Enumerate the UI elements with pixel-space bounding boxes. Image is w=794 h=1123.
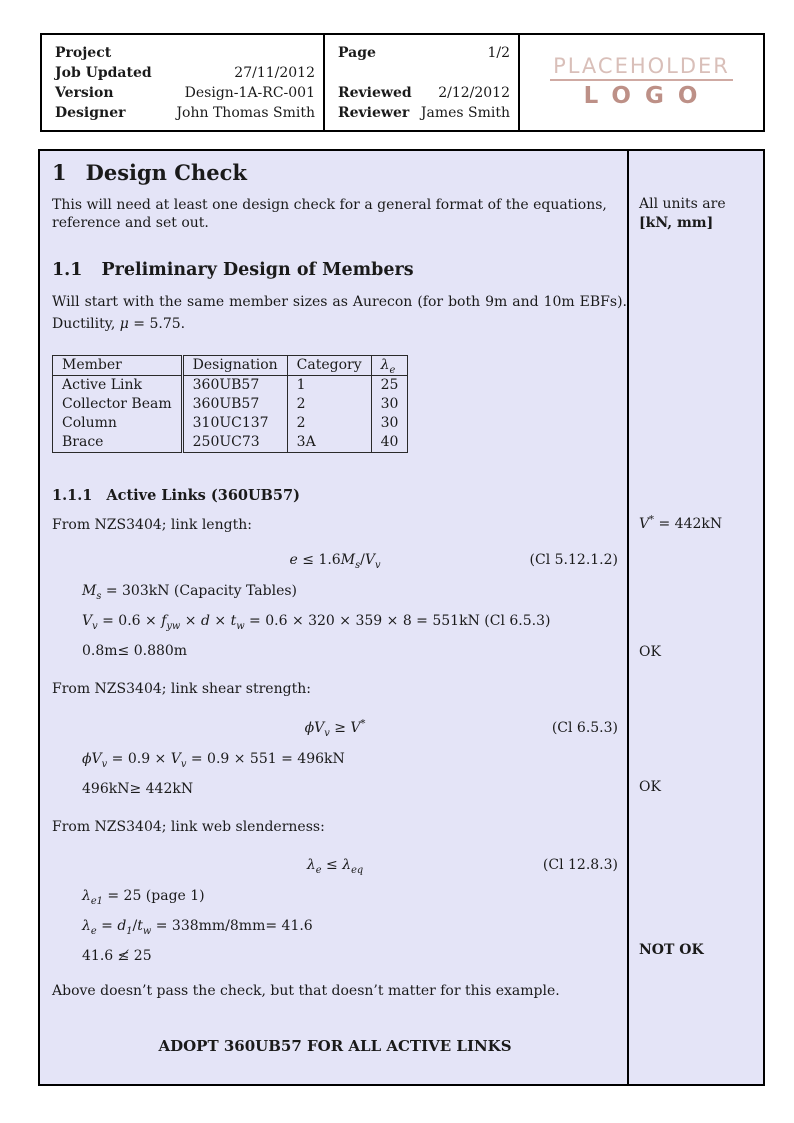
check-result-ok-2: OK (639, 779, 661, 795)
header-row-spacer (338, 63, 510, 83)
check-result-not-ok: NOT OK (639, 942, 704, 958)
intro-paragraph: This will need at least one design check… (52, 197, 607, 231)
calculation-panel: 1 Design Check This will need at least o… (38, 149, 765, 1086)
header-row-project: Project (55, 43, 315, 63)
cell-lambda: 40 (380, 434, 399, 450)
link-shear-equation-row: ϕVv ≥ V* (Cl 6.5.3) (52, 719, 618, 738)
job-updated-value: 27/11/2012 (234, 65, 315, 81)
link-slenderness-intro: From NZS3404; link web slenderness: (52, 819, 325, 835)
header-row-job-updated: Job Updated 27/11/2012 (55, 63, 315, 83)
section-1-1-heading: 1.1 Preliminary Design of Members (52, 261, 618, 279)
member-sizes-table: Member Designation Category λe Active Li… (52, 355, 409, 453)
cell-category: 2 (287, 414, 372, 433)
col-header-category: Category (287, 355, 372, 376)
table-row: Column 310UC137 2 30 (52, 414, 408, 433)
section-1-1-paragraph: Will start with the same member sizes as… (52, 294, 627, 332)
table-header-row: Member Designation Category λe (52, 355, 408, 376)
cell-designation: 360UB57 (182, 375, 288, 395)
table-row: Brace 250UC73 3A 40 (52, 433, 408, 453)
header-middle-column: Page 1/2 Reviewed 2/12/2012 Reviewer Jam… (323, 35, 520, 130)
header-row-version: Version Design-1A-RC-001 (55, 83, 315, 103)
reviewed-value: 2/12/2012 (438, 85, 510, 101)
check-line-shear: 496kN≥ 442kN (82, 781, 194, 797)
design-shear-note: V* = 442kN (639, 514, 723, 532)
col-header-lambda-e: λe (371, 355, 408, 376)
reviewed-label: Reviewed (338, 85, 412, 101)
link-length-intro: From NZS3404; link length: (52, 517, 252, 533)
section-1-1-number: 1.1 (52, 260, 83, 280)
section-1-1-1-title: Active Links (360UB57) (106, 487, 300, 504)
check-line-length: 0.8m≤ 0.880m (82, 643, 188, 659)
designer-label: Designer (55, 105, 126, 121)
section-1-title: Design Check (85, 160, 247, 185)
section-1-heading: 1 Design Check (52, 160, 618, 185)
job-updated-label: Job Updated (55, 65, 152, 81)
reviewer-label: Reviewer (338, 105, 410, 121)
calculation-main-column: 1 Design Check This will need at least o… (40, 151, 627, 1084)
cell-lambda: 25 (380, 377, 399, 393)
link-length-equation: e ≤ 1.6Ms/Vv (289, 552, 381, 571)
check-result-ok-1: OK (639, 644, 661, 660)
units-note: All units are [kN, mm] (639, 195, 759, 233)
cell-category: 2 (287, 395, 372, 414)
col-header-member: Member (52, 355, 184, 376)
cell-designation: 310UC137 (182, 414, 288, 433)
logo-text: LOGO (583, 82, 712, 109)
calc-line-lambda-e: λe = d1/tw = 338mm/8mm= 41.6 (82, 918, 313, 937)
section-1-1-title: Preliminary Design of Members (101, 260, 414, 280)
cell-category: 1 (287, 375, 372, 395)
version-value: Design-1A-RC-001 (184, 85, 315, 101)
cell-member: Active Link (52, 375, 184, 395)
table-row: Active Link 360UB57 1 25 (52, 375, 408, 395)
margin-divider-line (627, 151, 629, 1084)
company-logo: PLACEHOLDER LOGO (520, 35, 763, 130)
header-left-column: Project Job Updated 27/11/2012 Version D… (42, 35, 323, 130)
link-shear-equation: ϕVv ≥ V* (304, 718, 366, 739)
link-slenderness-equation-row: λe ≤ λeq (Cl 12.8.3) (52, 856, 618, 875)
cell-member: Column (52, 414, 184, 433)
link-length-equation-row: e ≤ 1.6Ms/Vv (Cl 5.12.1.2) (52, 551, 618, 570)
clause-ref: (Cl 5.12.1.2) (529, 552, 618, 568)
clause-ref: (Cl 6.5.3) (551, 720, 618, 736)
check-line-slenderness: 41.6 ≰ 25 (82, 948, 152, 964)
project-label: Project (55, 45, 112, 61)
section-1-1-1-number: 1.1.1 (52, 487, 93, 504)
header-row-designer: Designer John Thomas Smith (55, 103, 315, 123)
closing-note: Above doesn’t pass the check, but that d… (52, 983, 560, 999)
section-1-number: 1 (52, 160, 67, 185)
calc-line-vv: Vv = 0.6 × fyw × d × tw = 0.6 × 320 × 35… (82, 613, 551, 632)
cell-member: Brace (52, 433, 184, 453)
header-row-page: Page 1/2 (338, 43, 510, 63)
table-row: Collector Beam 360UB57 2 30 (52, 395, 408, 414)
header-row-reviewed: Reviewed 2/12/2012 (338, 83, 510, 103)
clause-ref: (Cl 12.8.3) (542, 857, 618, 873)
margin-notes-column: All units are [kN, mm] V* = 442kN OK OK … (629, 151, 763, 1084)
link-shear-intro: From NZS3404; link shear strength: (52, 681, 311, 697)
link-slenderness-equation: λe ≤ λeq (306, 857, 364, 876)
logo-placeholder-text: PLACEHOLDER (550, 55, 733, 81)
page-label: Page (338, 45, 376, 61)
section-1-1-1-heading: 1.1.1 Active Links (360UB57) (52, 487, 618, 505)
calc-line-phi-vv: ϕVv = 0.9 × Vv = 0.9 × 551 = 496kN (82, 751, 345, 770)
calc-line-lambda-e1: λe1 = 25 (page 1) (82, 888, 205, 907)
cell-lambda: 30 (380, 396, 399, 412)
units-note-line2: [kN, mm] (639, 215, 714, 231)
adopt-statement: ADOPT 360UB57 FOR ALL ACTIVE LINKS (158, 1037, 512, 1055)
reviewer-value: James Smith (420, 105, 510, 121)
cell-member: Collector Beam (52, 395, 184, 414)
cell-designation: 250UC73 (182, 433, 288, 453)
cell-designation: 360UB57 (182, 395, 288, 414)
page-value: 1/2 (487, 45, 510, 61)
cell-category: 3A (287, 433, 372, 453)
cell-lambda: 30 (380, 415, 399, 431)
version-label: Version (55, 85, 114, 101)
calc-line-ms: Ms = 303kN (Capacity Tables) (82, 583, 298, 602)
units-note-line1: All units are (639, 196, 726, 212)
designer-value: John Thomas Smith (176, 105, 315, 121)
col-header-designation: Designation (182, 355, 288, 376)
header-row-reviewer: Reviewer James Smith (338, 103, 510, 123)
header-info-box: Project Job Updated 27/11/2012 Version D… (40, 33, 765, 132)
